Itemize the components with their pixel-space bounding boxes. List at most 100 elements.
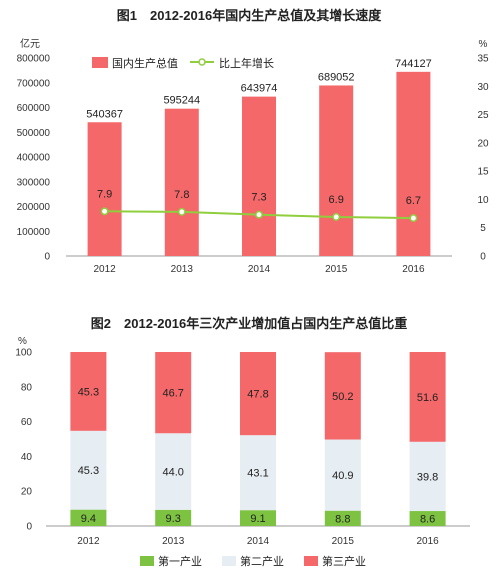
bar-secondary (240, 435, 276, 511)
x-tick-label: 2013 (171, 264, 194, 275)
bar-gdp (319, 85, 354, 257)
legend-label-primary: 第一产业 (158, 554, 202, 568)
data-label-secondary: 43.1 (247, 468, 268, 480)
bar-secondary (324, 439, 361, 511)
y2-tick-label: 25 (477, 110, 489, 121)
legend-label-gdp: 国内生产总值 (112, 56, 178, 70)
bar-tertiary (70, 352, 107, 431)
data-label-growth: 6.9 (329, 194, 344, 206)
legend: 国内生产总值 比上年增长 (92, 56, 274, 70)
legend-swatch-gdp (92, 57, 108, 68)
data-label-secondary: 44.0 (162, 467, 183, 479)
data-label-primary: 9.3 (166, 513, 181, 525)
data-label-tertiary: 46.7 (162, 388, 183, 400)
legend-label-growth: 比上年增长 (219, 56, 274, 70)
bar-gdp (242, 96, 276, 257)
data-label-growth: 7.8 (174, 189, 189, 201)
y2-tick-label: 20 (477, 138, 489, 149)
y-tick-label: 100 (15, 348, 32, 359)
point-growth (100, 207, 109, 216)
industry-share-chart: 图2 2012-2016年三次产业增加值占国内生产总值比重 % 第一产业 第二产… (15, 316, 470, 568)
y-tick-label: 80 (21, 382, 33, 393)
y-tick-label: 100000 (17, 227, 51, 238)
x-tick-label: 2015 (332, 536, 355, 547)
data-label-secondary: 40.9 (332, 470, 353, 482)
x-tick-label: 2012 (93, 264, 116, 275)
data-label-gdp: 595244 (163, 95, 200, 107)
point-growth (332, 213, 341, 221)
x-tick-label: 2016 (402, 264, 425, 275)
y-tick-label: 60 (21, 417, 33, 428)
x-tick-label: 2014 (247, 536, 270, 547)
data-label-primary: 8.6 (420, 514, 435, 526)
y2-tick-label: 10 (477, 195, 489, 206)
legend-label-secondary: 第二产业 (240, 554, 284, 568)
y-tick-label: 600000 (17, 103, 51, 114)
chart-title: 图1 2012-2016年国内生产总值及其增长速度 (117, 8, 382, 23)
bar-tertiary (409, 352, 446, 442)
y-tick-label: 0 (44, 252, 50, 263)
y2-tick-label: 0 (480, 252, 486, 263)
bar-primary (409, 511, 446, 526)
y2-tick-label: 30 (477, 82, 489, 93)
gdp-growth-chart: 图1 2012-2016年国内生产总值及其增长速度 亿元 % 国内生产总值 比上… (17, 8, 489, 275)
legend-marker-growth (198, 58, 206, 66)
data-label-tertiary: 45.3 (78, 386, 99, 398)
legend: 第一产业 第二产业 第三产业 (140, 554, 366, 568)
y-tick-label: 40 (21, 452, 33, 463)
y-axis-unit: 亿元 (20, 37, 40, 50)
bar-gdp (164, 108, 199, 256)
y-tick-label: 20 (21, 487, 33, 498)
bar-tertiary (155, 352, 192, 434)
point-growth (177, 207, 186, 216)
y2-tick-label: 15 (477, 167, 489, 178)
bar-tertiary (240, 352, 276, 436)
data-label-primary: 9.1 (250, 513, 265, 525)
bar-secondary (409, 441, 446, 512)
bar-tertiary (324, 352, 361, 440)
bar-primary (70, 509, 107, 526)
data-label-growth: 6.7 (406, 195, 421, 207)
bar-gdp (87, 122, 122, 256)
data-label-tertiary: 51.6 (417, 392, 438, 404)
data-label-gdp: 540367 (86, 108, 123, 120)
bar-secondary (70, 430, 107, 510)
bar-secondary (155, 433, 192, 510)
data-label-tertiary: 47.8 (247, 389, 268, 401)
y-tick-label: 0 (26, 522, 32, 533)
x-tick-label: 2015 (325, 264, 348, 275)
data-label-gdp: 744127 (395, 58, 432, 70)
data-label-gdp: 643974 (241, 83, 278, 95)
data-label-growth: 7.9 (97, 188, 112, 200)
chart-title: 图2 2012-2016年三次产业增加值占国内生产总值比重 (91, 316, 407, 331)
data-label-secondary: 39.8 (417, 471, 438, 483)
x-tick-label: 2012 (77, 536, 100, 547)
x-tick-label: 2016 (416, 536, 439, 547)
legend-swatch-tertiary (304, 556, 318, 566)
y2-tick-label: 5 (480, 223, 486, 234)
point-growth (409, 214, 418, 223)
bar-primary (324, 510, 361, 526)
data-label-primary: 8.8 (335, 513, 350, 525)
x-tick-label: 2014 (248, 264, 271, 275)
x-tick-label: 2013 (162, 536, 185, 547)
y-tick-label: 300000 (17, 177, 51, 188)
data-label-gdp: 689052 (318, 71, 355, 83)
bar-primary (155, 509, 192, 526)
bar-gdp (396, 71, 431, 256)
legend-swatch-secondary (222, 556, 236, 566)
legend-label-tertiary: 第三产业 (322, 554, 366, 568)
y2-axis-unit: % (479, 39, 488, 50)
data-label-growth: 7.3 (251, 192, 266, 204)
y-tick-label: 500000 (17, 128, 51, 139)
y-tick-label: 400000 (17, 153, 51, 164)
bar-primary (240, 510, 276, 526)
y2-tick-label: 35 (477, 54, 489, 65)
y-axis-unit: % (18, 336, 27, 347)
data-label-primary: 9.4 (81, 513, 96, 525)
data-label-tertiary: 50.2 (332, 391, 353, 403)
y-tick-label: 200000 (17, 202, 51, 213)
y-tick-label: 700000 (17, 78, 51, 89)
point-growth (255, 210, 263, 219)
